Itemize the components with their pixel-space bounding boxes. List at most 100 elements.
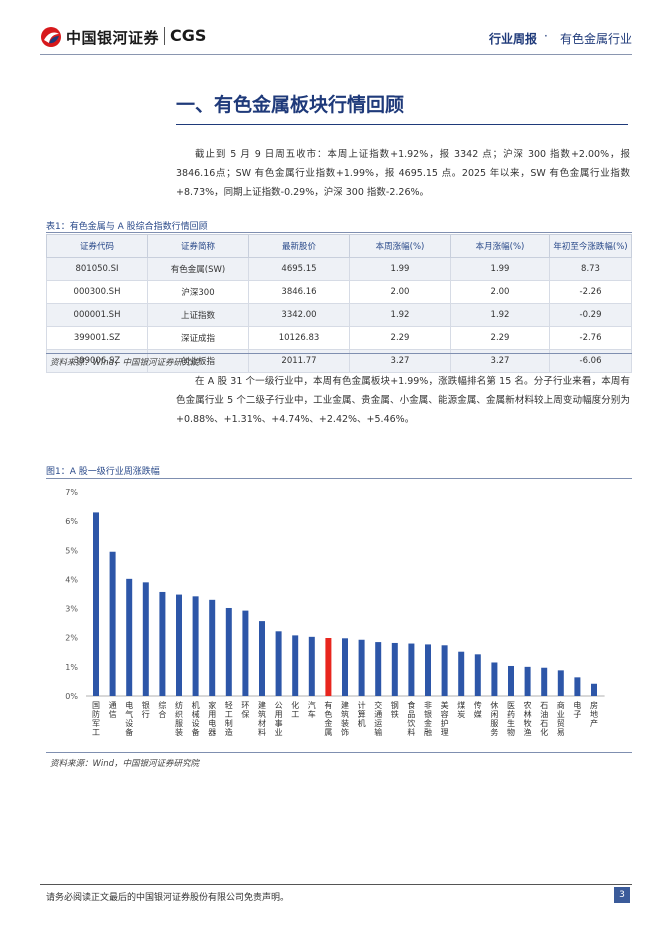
cell: 801050.SI [46,257,148,281]
col-header-week: 本周涨幅(%) [349,234,451,258]
x-tick-label: 食品饮料 [407,700,415,737]
table-source-note: 资料来源：Wind，中国银河证券研究院 [50,358,200,368]
x-tick-label: 医药生物 [507,701,515,737]
bar-16 [358,639,365,696]
section-title: 一、有色金属板块行情回顾 [176,94,405,116]
x-tick-label: 纺织服装 [175,700,183,737]
bar-24 [491,662,498,696]
table-row: 000001.SH 上证指数 3342.00 1.92 1.92 -0.29 [46,303,632,327]
figure-caption: 图1：A 股一级行业周涨跌幅 [46,467,160,477]
table-row: 801050.SI 有色金属(SW) 4695.15 1.99 1.99 8.7… [46,257,632,281]
bar-1 [109,551,116,696]
cell: 1.99 [450,257,550,281]
cell: 2.00 [349,280,451,304]
x-tick-label: 美容护理 [441,700,449,737]
bar-27 [541,667,548,696]
x-tick-label: 国防军工 [92,701,100,737]
bar-17 [375,642,382,696]
bar-6 [192,596,199,696]
x-tick-label: 通信 [109,700,117,719]
cell: -2.76 [549,326,632,350]
bar-3 [142,582,149,696]
table-caption: 表1：有色金属与 A 股综合指数行情回顾 [46,222,208,232]
cgs-logo-icon [41,27,61,47]
bar-22 [458,651,465,696]
figure-top-rule [46,478,632,479]
cell: 1.92 [349,303,451,327]
bar-28 [557,670,564,696]
footer-divider [40,884,632,885]
cell: 8.73 [549,257,632,281]
industry-name: 有色金属行业 [560,32,633,46]
x-tick-label: 休闲服务 [490,700,498,737]
cell: 2.29 [450,326,550,350]
cell: 3846.16 [248,280,350,304]
col-header-ytd: 年初至今涨跌幅(%) [549,234,632,258]
cell: 深证成指 [147,326,249,350]
cell: 000001.SH [46,303,148,327]
col-header-code: 证券代码 [46,234,148,258]
bar-23 [474,654,481,696]
cell: -2.26 [549,280,632,304]
bar-15 [342,638,348,696]
x-tick-label: 综合 [158,700,166,719]
x-tick-label: 有色金属 [324,700,332,737]
x-tick-label: 机械设备 [192,700,200,737]
x-tick-label: 建筑装饰 [341,700,349,737]
page-number: 3 [614,887,630,903]
x-tick-label: 交通运输 [374,700,382,737]
x-tick-label: 商业贸易 [557,700,565,737]
table-row: 399001.SZ 深证成指 10126.83 2.29 2.29 -2.76 [46,326,632,350]
x-tick-label: 轻工制造 [225,700,233,737]
bar-13 [308,636,315,696]
y-tick-label: 7% [65,488,78,497]
table-top-rule [46,232,632,233]
bar-26 [524,666,531,696]
y-tick-label: 2% [65,634,78,643]
bar-9 [242,610,249,696]
x-tick-label: 公用事业 [275,701,283,737]
x-tick-label: 非银金融 [424,700,432,737]
x-tick-label: 电子 [573,700,581,719]
col-header-month: 本月涨幅(%) [450,234,550,258]
x-tick-label: 房地产 [590,700,598,728]
cell: 10126.83 [248,326,350,350]
cell: 399006.SZ [46,349,148,373]
logo-english-name: CGS [170,26,207,45]
index-review-table: 证券代码 证券简称 最新股价 本周涨幅(%) 本月涨幅(%) 年初至今涨跌幅(%… [46,234,632,373]
bar-29 [574,677,581,696]
figure-bottom-rule [46,752,632,753]
cell: 000300.SH [46,280,148,304]
cell: 2.29 [349,326,451,350]
report-type: 行业周报 [489,32,538,46]
y-tick-label: 0% [65,692,78,701]
bar-0 [93,512,99,696]
bar-4 [159,591,166,696]
x-tick-label: 传媒 [474,700,482,719]
x-tick-label: 电气设备 [125,700,133,737]
cell: 有色金属(SW) [147,257,249,281]
disclaimer-note: 请务必阅读正文最后的中国银河证券股份有限公司免责声明。 [46,893,290,903]
bar-21 [441,645,448,696]
bar-30 [591,683,597,696]
bar-5 [176,594,182,696]
y-tick-label: 1% [65,663,78,672]
bar-7 [209,599,216,696]
bar-18 [391,642,398,696]
x-tick-label: 汽车 [308,700,316,719]
bar-12 [292,635,299,696]
logo-separator [164,27,165,45]
bar-20 [425,644,431,696]
x-tick-label: 银行 [142,700,150,719]
sector-ranking-paragraph: 在 A 股 31 个一级行业中，本周有色金属板块+1.99%，涨跌幅排名第 15… [176,376,630,425]
cell: -0.29 [549,303,632,327]
section-title-underline [176,124,628,125]
cell: 1.92 [450,303,550,327]
bar-2 [126,578,133,696]
bar-19 [408,643,415,696]
cell: 399001.SZ [46,326,148,350]
col-header-price: 最新股价 [248,234,350,258]
cell: 1.99 [349,257,451,281]
x-tick-label: 环保 [241,701,249,719]
